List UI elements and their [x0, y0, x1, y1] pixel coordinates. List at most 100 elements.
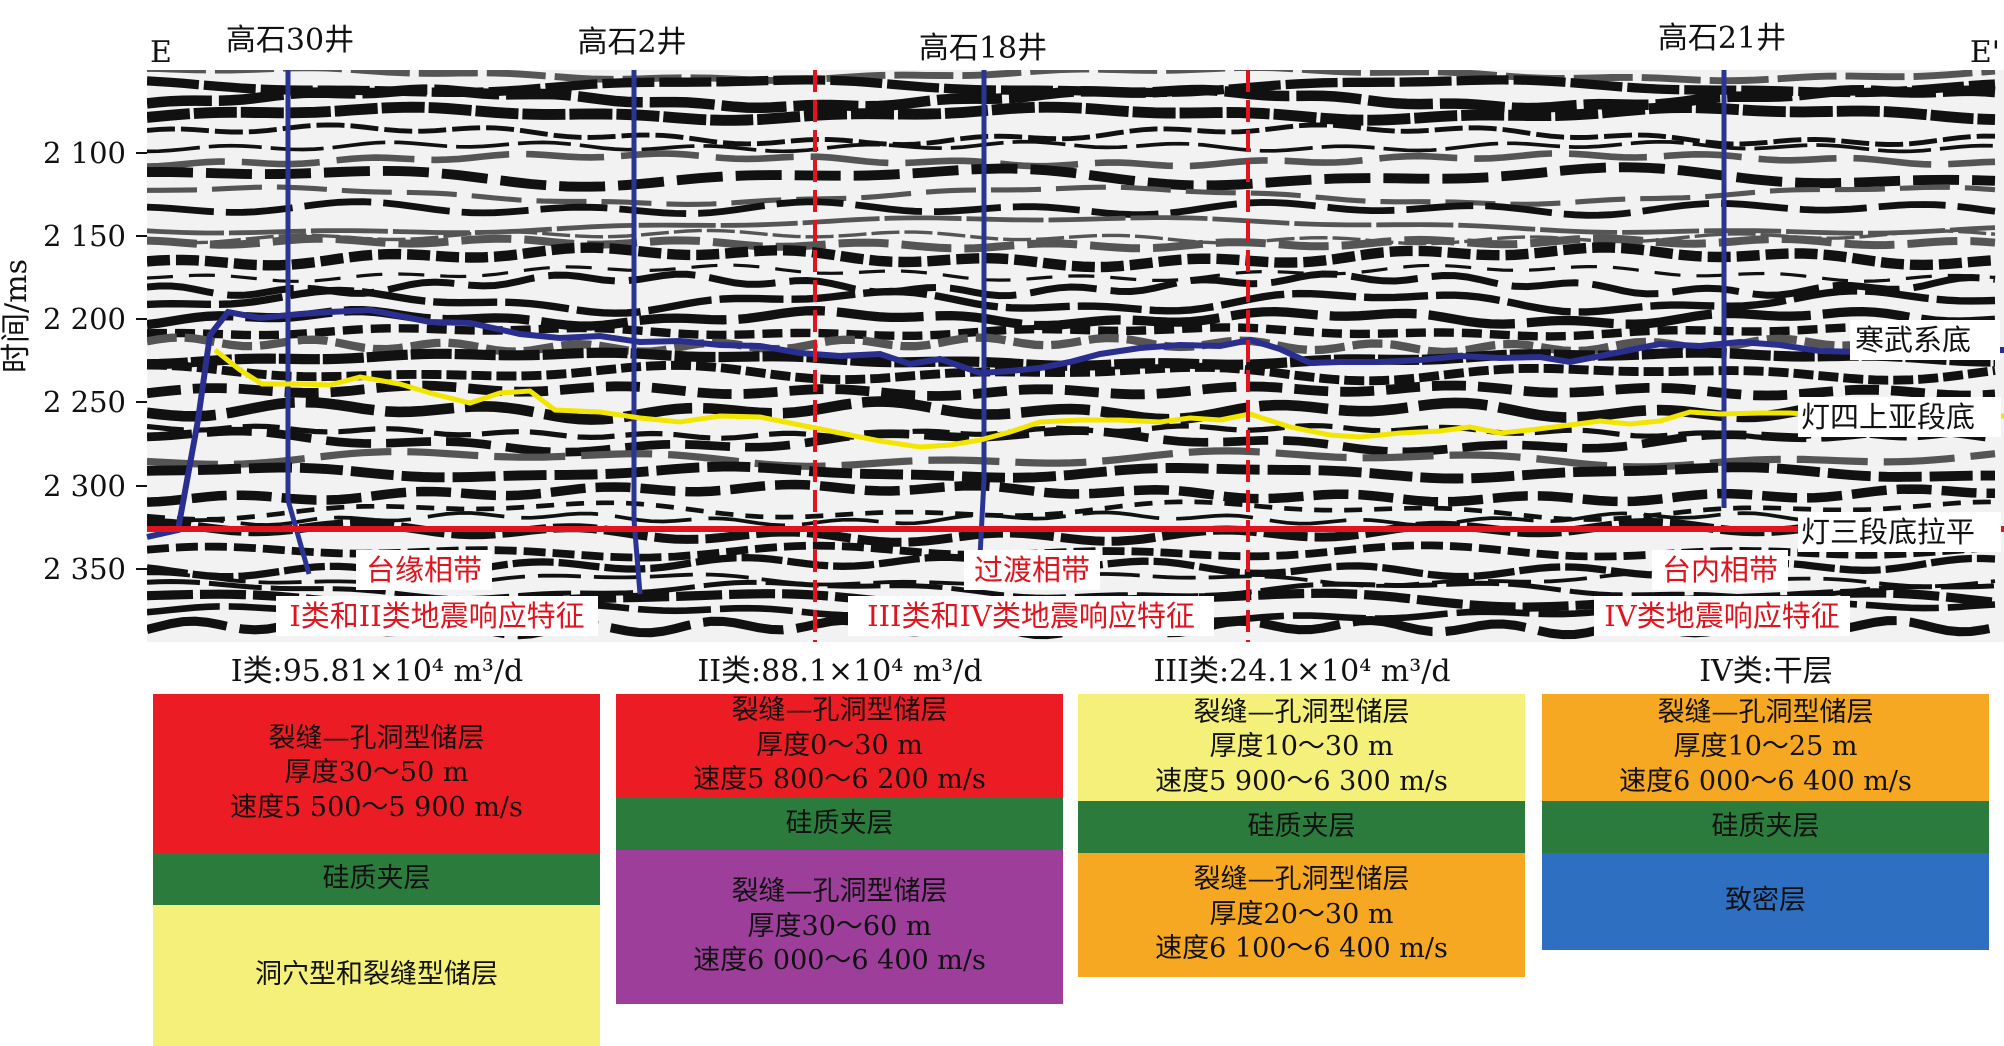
type-1-title: I类:95.81×10⁴ m³/d [230, 654, 524, 689]
block-line: 厚度20～30 m [1209, 898, 1394, 930]
seismic-reflector [147, 70, 1996, 85]
type-4-title: IV类:干层 [1699, 654, 1833, 689]
seismic-reflector [147, 306, 1996, 331]
seismic-reflector [147, 479, 1996, 507]
seismic-reflector [147, 270, 1996, 300]
zone-label-bg [1594, 596, 1850, 636]
seismic-reflector [147, 322, 1996, 341]
type-4-siliceous-interlayer: 硅质夹层 [1542, 801, 1989, 853]
seismic-reflector [147, 122, 1996, 148]
zone-1-name: 台缘相带 [366, 553, 482, 587]
well-label-gaoshi30: 高石30井 [226, 23, 354, 58]
block-line: 洞穴型和裂缝型储层 [255, 959, 498, 991]
horizon-cambrian-base [146, 306, 2004, 540]
zone-labels: 台缘相带 I类和II类地震响应特征 过渡相带 III类和IV类地震响应特征 台内… [276, 550, 1850, 636]
block-line: 速度6 000～6 400 m/s [1619, 765, 1912, 797]
block-line: 裂缝—孔洞型储层 [268, 722, 485, 754]
zone-label-bg [276, 596, 598, 636]
y-tick-label: 2 250 [43, 385, 126, 419]
horizon-label-deng3-base-flatten: 灯三段底拉平 [1801, 515, 1975, 549]
block-line: 致密层 [1725, 885, 1806, 917]
well-label-gaoshi21: 高石21井 [1658, 21, 1786, 56]
block-line: 硅质夹层 [1711, 810, 1820, 842]
seismic-reflector [147, 286, 1996, 317]
seismic-reflector [147, 461, 1995, 484]
block-line: 裂缝—孔洞型储层 [1193, 696, 1410, 728]
zone-1-feature: I类和II类地震响应特征 [289, 599, 584, 633]
well-track-gaoshi30 [285, 70, 312, 575]
block-line: 速度5 800～6 200 m/s [693, 764, 986, 796]
zone-label-bg [964, 550, 1100, 590]
seismic-reflector [147, 347, 1995, 371]
well-label-gaoshi2: 高石2井 [577, 25, 686, 60]
horizon-labels: 寒武系底 灯四上亚段底 灯三段底拉平 [1798, 320, 2001, 552]
type-2-lower-reservoir: 裂缝—孔洞型储层 厚度30～60 m 速度6 000～6 400 m/s [616, 850, 1063, 1004]
zone-2-feature: III类和IV类地震响应特征 [867, 599, 1195, 633]
seismic-reflector [147, 198, 1996, 219]
block-line: 厚度10～25 m [1673, 731, 1858, 763]
seismic-reflector [147, 84, 1996, 114]
seismic-reflector [147, 234, 1996, 253]
y-tick-label: 2 200 [43, 302, 126, 336]
type-4-upper-reservoir: 裂缝—孔洞型储层 厚度10～25 m 速度6 000～6 400 m/s [1542, 694, 1989, 801]
zone-3-feature: IV类地震响应特征 [1604, 599, 1839, 633]
y-tick-label: 2 150 [43, 219, 126, 253]
type-1-column: 裂缝—孔洞型储层 厚度30～50 m 速度5 500～5 900 m/s 硅质夹… [153, 694, 600, 1046]
block-line: 厚度0～30 m [756, 729, 923, 761]
horizon-label-bg [1798, 512, 2001, 552]
y-tick-label: 2 350 [43, 552, 126, 586]
zone-2-name: 过渡相带 [974, 553, 1090, 587]
block-line: 裂缝—孔洞型储层 [1657, 696, 1874, 728]
well-track-gaoshi2 [631, 70, 643, 595]
seismic-reflector [147, 242, 1996, 273]
zone-label-bg [356, 550, 492, 590]
type-1-upper-reservoir: 裂缝—孔洞型储层 厚度30～50 m 速度5 500～5 900 m/s [153, 694, 600, 853]
y-tick-label: 2 300 [43, 469, 126, 503]
seismic-section-figure: E E' 时间/ms 2 100 2 150 2 200 2 250 2 300 2 35… [0, 21, 2004, 642]
seismic-reflector [147, 184, 1996, 207]
horizon-label-bg [1850, 320, 2000, 360]
seismic-reflector [147, 425, 1996, 457]
seismic-reflector [147, 150, 1996, 170]
seismic-reflector [147, 517, 1996, 547]
y-axis-label: 时间/ms [0, 259, 34, 373]
type-2-column: 裂缝—孔洞型储层 厚度0～30 m 速度5 800～6 200 m/s 硅质夹层… [616, 694, 1063, 1004]
type-3-column: 裂缝—孔洞型储层 厚度10～30 m 速度5 900～6 300 m/s 硅质夹… [1078, 694, 1525, 977]
seismic-reflector [147, 510, 1996, 528]
type-3-title: III类:24.1×10⁴ m³/d [1153, 654, 1451, 689]
block-line: 速度5 900～6 300 m/s [1155, 765, 1448, 797]
zone-dividers [813, 70, 1250, 642]
horizons [146, 306, 2004, 540]
seismic-reflector [147, 101, 1996, 126]
horizon-deng4-upper-base [213, 348, 2004, 450]
type-3-lower-reservoir: 裂缝—孔洞型储层 厚度20～30 m 速度6 100～6 400 m/s [1078, 853, 1525, 977]
seismic-reflector [147, 360, 1996, 386]
block-line: 厚度30～50 m [284, 757, 469, 789]
block-line: 硅质夹层 [1247, 810, 1356, 842]
block-line: 速度6 100～6 400 m/s [1155, 933, 1448, 965]
type-1-lower-reservoir: 洞穴型和裂缝型储层 [153, 905, 600, 1046]
block-line: 厚度10～30 m [1209, 731, 1394, 763]
type-2-title: II类:88.1×10⁴ m³/d [697, 654, 983, 689]
type-4-tight-layer: 致密层 [1542, 853, 1989, 950]
block-line: 硅质夹层 [785, 807, 894, 839]
type-1-siliceous-interlayer: 硅质夹层 [153, 853, 600, 905]
zone-3-name: 台内相带 [1662, 553, 1778, 587]
seismic-reflector [147, 499, 1996, 522]
zone-label-bg [1652, 550, 1788, 590]
y-axis-ticks: 2 100 2 150 2 200 2 250 2 300 2 350 [43, 136, 147, 586]
seismic-reflector [147, 333, 1996, 357]
block-line: 裂缝—孔洞型储层 [731, 695, 948, 727]
block-line: 厚度30～60 m [747, 910, 932, 942]
zone-label-bg [848, 596, 1214, 636]
well-label-gaoshi18: 高石18井 [919, 31, 1047, 66]
right-end-label: E' [1970, 35, 2000, 70]
block-line: 硅质夹层 [322, 862, 431, 894]
seismic-reflector [147, 215, 1996, 236]
type-4-column: 裂缝—孔洞型储层 厚度10～25 m 速度6 000～6 400 m/s 硅质夹… [1542, 694, 1989, 950]
type-3-siliceous-interlayer: 硅质夹层 [1078, 801, 1525, 853]
well-names: 高石30井 高石2井 高石18井 高石21井 [226, 21, 1786, 66]
y-tick-label: 2 100 [43, 136, 126, 170]
horizon-label-deng4-upper-base: 灯四上亚段底 [1801, 400, 1975, 434]
seismic-reflector [147, 162, 1996, 192]
